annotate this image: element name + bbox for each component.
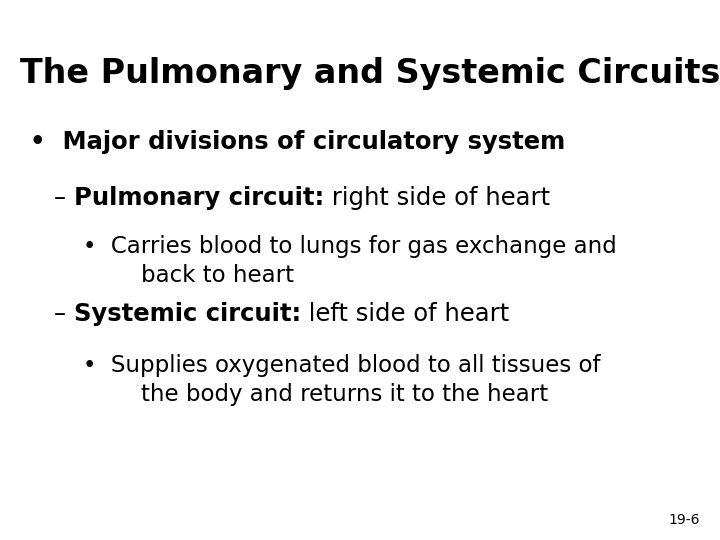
- Text: left side of heart: left side of heart: [301, 302, 509, 326]
- Text: Systemic circuit:: Systemic circuit:: [73, 302, 301, 326]
- Text: right side of heart: right side of heart: [324, 186, 550, 210]
- Text: 19-6: 19-6: [668, 512, 700, 526]
- Text: Pulmonary circuit:: Pulmonary circuit:: [73, 186, 324, 210]
- Text: –: –: [54, 186, 73, 210]
- Text: •  Supplies oxygenated blood to all tissues of
        the body and returns it t: • Supplies oxygenated blood to all tissu…: [83, 354, 600, 406]
- Text: –: –: [54, 302, 73, 326]
- Text: •  Carries blood to lungs for gas exchange and
        back to heart: • Carries blood to lungs for gas exchang…: [83, 235, 616, 287]
- Text: •  Major divisions of circulatory system: • Major divisions of circulatory system: [30, 130, 565, 153]
- Text: The Pulmonary and Systemic Circuits: The Pulmonary and Systemic Circuits: [20, 57, 720, 90]
